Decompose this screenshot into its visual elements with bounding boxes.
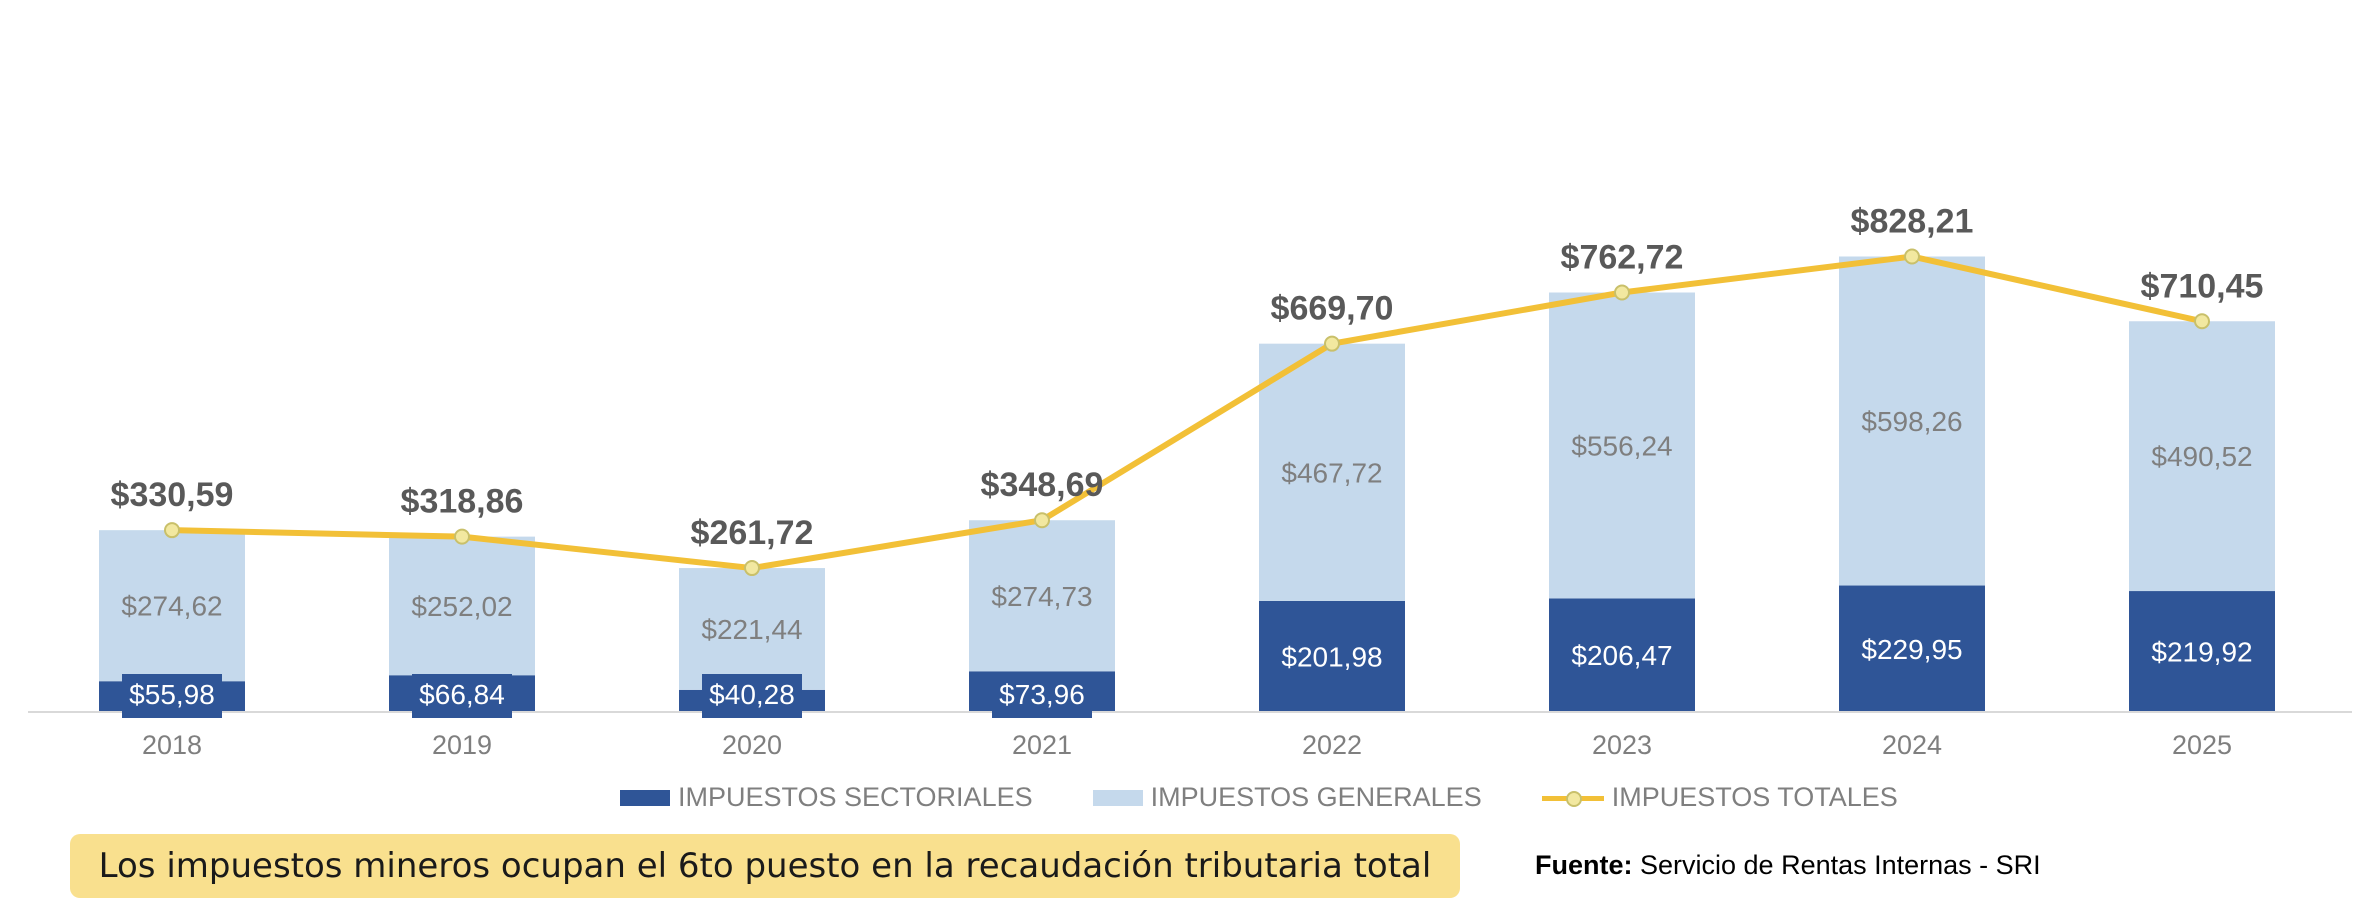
data-label-sectoriales: $206,47 (1571, 640, 1672, 671)
data-label-totales: $828,21 (1851, 202, 1974, 240)
data-label-generales: $252,02 (411, 591, 512, 622)
line-totales (171, 253, 2203, 572)
bar-generales (99, 530, 245, 682)
data-label-totales: $261,72 (691, 514, 814, 552)
data-label-box-sectoriales (992, 674, 1092, 718)
data-label-sectoriales: $55,98 (129, 679, 215, 710)
data-label-generales: $274,73 (991, 581, 1092, 612)
x-tick-label: 2025 (2172, 730, 2232, 760)
x-tick-label: 2018 (142, 730, 202, 760)
legend-label-totales: IMPUESTOS TOTALES (1611, 782, 1898, 812)
highlight-banner: Los impuestos mineros ocupan el 6to pues… (70, 834, 1460, 898)
data-label-sectoriales: $66,84 (419, 679, 505, 710)
legend-swatch-generales (1092, 789, 1143, 806)
bar-sectoriales (2129, 591, 2275, 712)
bar-generales (679, 568, 825, 690)
data-label-generales: $221,44 (701, 614, 802, 645)
data-label-totales: $669,70 (1271, 290, 1394, 328)
x-tick-labels: 2018 2019 2020 2021 2022 2023 2024 2025 (142, 730, 2232, 760)
point-totales (1324, 335, 1340, 352)
source-label: Fuente: (1535, 850, 1633, 880)
legend-item-sectoriales[interactable]: IMPUESTOS SECTORIALES (620, 782, 1033, 813)
point-totales (2194, 313, 2210, 330)
data-label-box-sectoriales (702, 674, 802, 718)
banner-text: Los impuestos mineros ocupan el 6to pues… (98, 846, 1432, 886)
x-tick-label: 2022 (1302, 730, 1362, 760)
data-label-totales: $330,59 (111, 476, 234, 514)
data-label-box-sectoriales (122, 674, 222, 718)
bar-sectoriales (1839, 585, 1985, 712)
point-totales (744, 560, 760, 577)
x-tick-label: 2024 (1882, 730, 1942, 760)
legend-item-totales[interactable]: IMPUESTOS TOTALES (1541, 782, 1898, 813)
data-label-sectoriales: $229,95 (1861, 634, 1962, 665)
point-totales (1904, 248, 1920, 265)
legend-swatch-totales (1541, 788, 1604, 808)
point-totales (164, 522, 180, 539)
series-impuestos-generales (99, 256, 2275, 690)
bar-generales (1549, 292, 1695, 599)
data-label-generales: $490,52 (2151, 441, 2252, 472)
x-tick-label: 2019 (432, 730, 492, 760)
bar-generales (389, 536, 535, 676)
x-tick-label: 2020 (722, 730, 782, 760)
legend-swatch-sectoriales (620, 789, 670, 806)
x-tick-label: 2021 (1012, 730, 1072, 760)
data-labels: $55,98 $274,62 $66,84 $252,02 $40,28 $221,44 $… (111, 202, 2264, 718)
bar-generales (1839, 256, 1985, 586)
x-tick-label: 2023 (1592, 730, 1652, 760)
data-label-totales: $348,69 (981, 466, 1104, 504)
series-impuestos-totales (164, 248, 2210, 577)
bar-generales (1259, 343, 1405, 601)
data-label-generales: $598,26 (1861, 406, 1962, 437)
data-label-sectoriales: $40,28 (709, 679, 795, 710)
point-totales (1614, 284, 1630, 301)
legend: IMPUESTOS SECTORIALES IMPUESTOS GENERALE… (620, 782, 1958, 813)
bar-generales (2129, 321, 2275, 592)
legend-label-generales: IMPUESTOS GENERALES (1150, 782, 1482, 812)
source-note: Fuente: Servicio de Rentas Internas - SR… (1535, 850, 2041, 881)
source-text: Servicio de Rentas Internas - SRI (1632, 850, 2041, 880)
point-totales (1034, 512, 1050, 529)
data-label-generales: $274,62 (121, 591, 222, 622)
bar-generales (969, 520, 1115, 672)
data-label-totales: $318,86 (401, 483, 524, 521)
data-label-sectoriales: $201,98 (1281, 641, 1382, 672)
data-label-generales: $467,72 (1281, 457, 1382, 488)
bar-sectoriales (1549, 598, 1695, 712)
data-label-totales: $762,72 (1561, 239, 1684, 277)
data-label-totales: $710,45 (2141, 267, 2264, 305)
legend-item-generales[interactable]: IMPUESTOS GENERALES (1092, 782, 1482, 813)
data-label-sectoriales: $73,96 (999, 679, 1085, 710)
data-label-box-sectoriales (412, 674, 512, 718)
data-label-generales: $556,24 (1571, 430, 1672, 461)
point-totales (454, 528, 470, 545)
bar-sectoriales (1259, 600, 1405, 712)
data-label-sectoriales: $219,92 (2151, 637, 2252, 668)
legend-label-sectoriales: IMPUESTOS SECTORIALES (678, 782, 1033, 812)
